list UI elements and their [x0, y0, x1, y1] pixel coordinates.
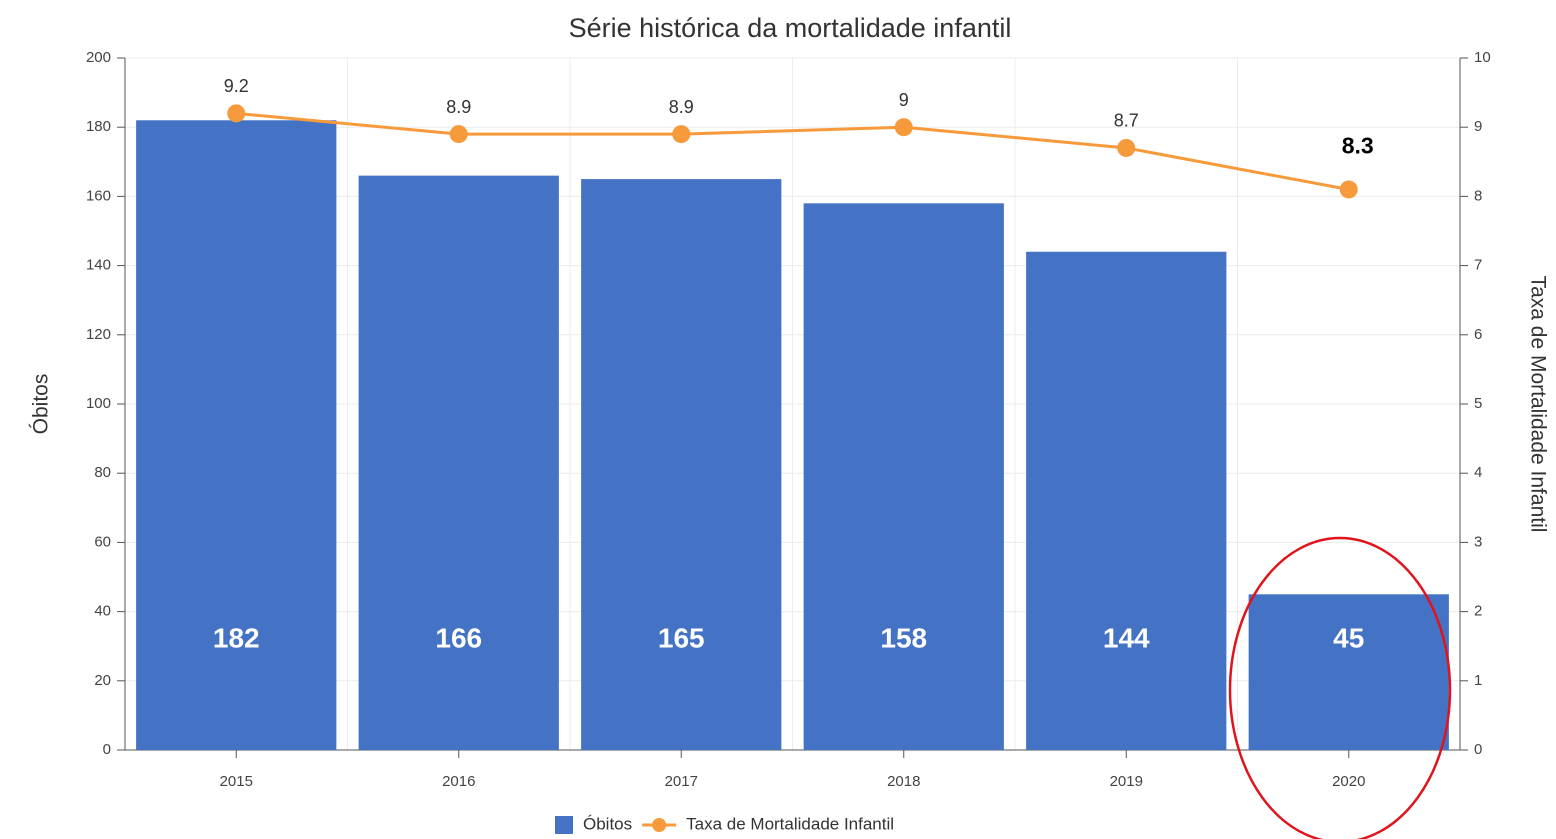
y2-axis-label: Taxa de Mortalidade Infantil — [1526, 276, 1549, 533]
bar-value-label: 165 — [658, 622, 705, 653]
y-axis-label: Óbitos — [30, 374, 53, 435]
x-tick-label: 2015 — [220, 773, 253, 790]
bar-value-label: 144 — [1103, 622, 1150, 653]
line-value-label: 9.2 — [224, 76, 249, 96]
y2-tick-label: 8 — [1474, 187, 1482, 204]
bar-value-label: 158 — [880, 622, 927, 653]
bar-value-label: 166 — [435, 622, 482, 653]
bar-value-label: 45 — [1333, 622, 1364, 653]
y2-tick-label: 2 — [1474, 603, 1482, 620]
highlight-ellipse — [1228, 536, 1452, 839]
line-point — [227, 104, 246, 123]
y2-tick-label: 5 — [1474, 395, 1482, 412]
line-point — [1339, 180, 1358, 199]
y-tick-label: 100 — [86, 395, 111, 412]
y-tick-label: 40 — [94, 603, 111, 620]
bar-value-label: 182 — [213, 622, 260, 653]
bar — [581, 179, 782, 751]
y2-tick-label: 0 — [1474, 741, 1482, 758]
y-tick-label: 160 — [86, 187, 111, 204]
bar — [803, 203, 1004, 750]
y2-tick-label: 3 — [1474, 533, 1482, 550]
y2-tick-label: 10 — [1474, 49, 1491, 66]
x-tick-label: 2017 — [665, 773, 698, 790]
line-point — [449, 125, 468, 144]
bar — [358, 175, 559, 750]
y-tick-label: 80 — [94, 464, 111, 481]
legend-swatch-dot — [652, 818, 667, 832]
y2-tick-label: 7 — [1474, 257, 1482, 274]
y-tick-label: 180 — [86, 118, 111, 135]
bar — [136, 120, 337, 750]
y2-tick-label: 6 — [1474, 326, 1482, 343]
marks — [136, 104, 1449, 751]
line — [236, 111, 1350, 191]
line-value-label: 8.9 — [669, 97, 694, 117]
y2-tick-label: 4 — [1474, 464, 1482, 481]
y-tick-label: 120 — [86, 326, 111, 343]
legend-label: Taxa de Mortalidade Infantil — [686, 814, 894, 833]
x-tick-label: 2016 — [442, 773, 475, 790]
line-point — [672, 125, 691, 144]
line-value-label: 8.7 — [1114, 111, 1139, 131]
line-value-label: 8.9 — [446, 97, 471, 117]
y-tick-label: 20 — [94, 672, 111, 689]
y2-tick-label: 1 — [1474, 672, 1482, 689]
line-point — [1117, 138, 1136, 157]
chart-title: Série histórica da mortalidade infantil — [569, 13, 1012, 43]
bar — [1026, 251, 1227, 750]
annotation: 8.3 — [1342, 133, 1374, 159]
legend-label: Óbitos — [583, 814, 632, 833]
y-tick-label: 140 — [86, 257, 111, 274]
x-tick-label: 2020 — [1332, 773, 1365, 790]
legend-swatch — [555, 816, 573, 834]
y-tick-label: 200 — [86, 49, 111, 66]
y-tick-label: 0 — [103, 741, 111, 758]
x-tick-label: 2018 — [887, 773, 920, 790]
y-tick-label: 60 — [94, 533, 111, 550]
line-point — [894, 118, 913, 137]
line-value-label: 9 — [899, 90, 909, 110]
y2-tick-label: 9 — [1474, 118, 1482, 135]
bar — [1248, 594, 1449, 750]
x-tick-label: 2019 — [1110, 773, 1143, 790]
